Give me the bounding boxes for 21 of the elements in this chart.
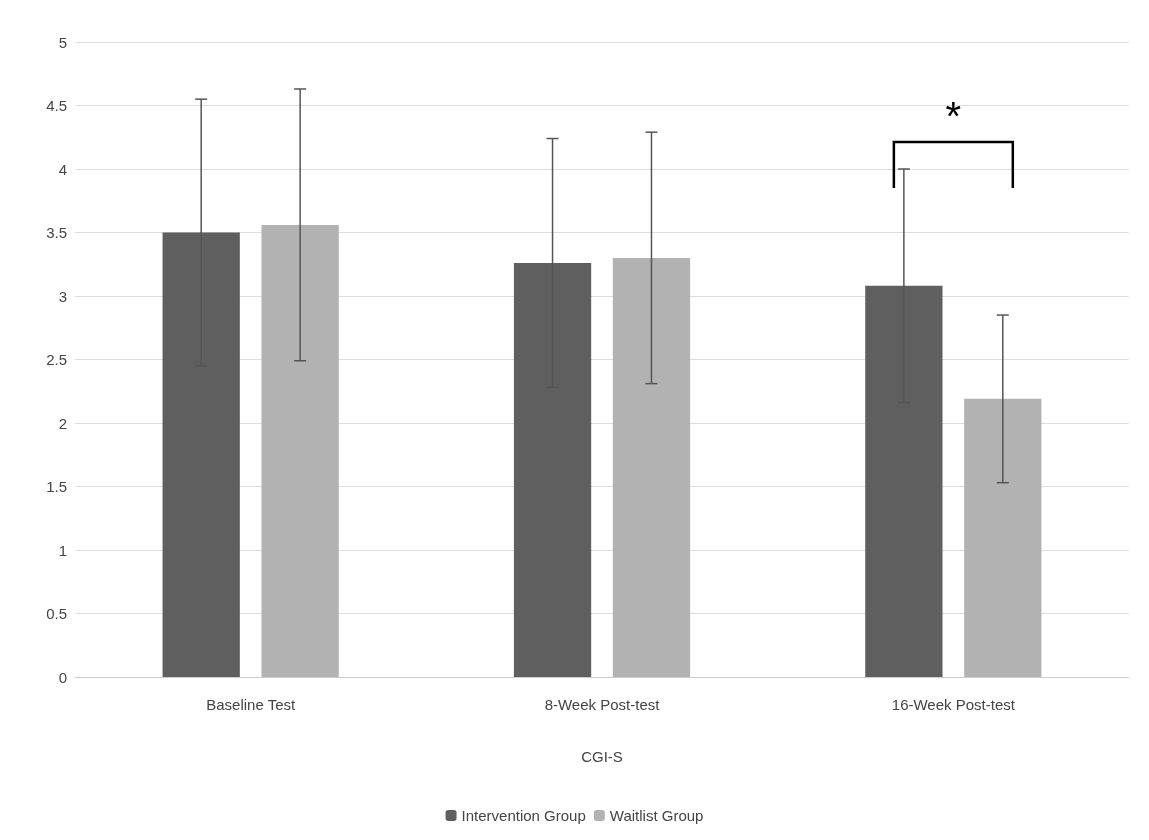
y-tick-label: 2 xyxy=(58,414,67,432)
y-tick-label: 1 xyxy=(58,541,67,559)
y-tick-label: 2.5 xyxy=(46,351,67,368)
y-tick-label: 1.5 xyxy=(46,478,67,495)
bar xyxy=(261,224,339,677)
legend-label: Waitlist Group xyxy=(609,807,704,824)
y-tick-label: 5 xyxy=(58,33,67,51)
legend-label: Intervention Group xyxy=(461,807,586,824)
y-tick-label: 0.5 xyxy=(46,605,67,622)
y-tick-label: 4.5 xyxy=(46,97,67,114)
y-tick-label: 4 xyxy=(58,160,67,178)
bar xyxy=(964,398,1042,677)
bar xyxy=(612,257,691,677)
x-tick-label: Baseline Test xyxy=(206,696,296,713)
x-axis-title: CGI-S xyxy=(581,748,623,765)
x-tick-label: 8-Week Post-test xyxy=(544,696,661,713)
y-tick-label: 0 xyxy=(58,668,67,686)
annotation: * xyxy=(945,94,962,138)
x-tick-label: 16-Week Post-test xyxy=(891,696,1016,713)
y-tick-label: 3 xyxy=(58,287,67,305)
y-tick-label: 3.5 xyxy=(46,224,67,241)
